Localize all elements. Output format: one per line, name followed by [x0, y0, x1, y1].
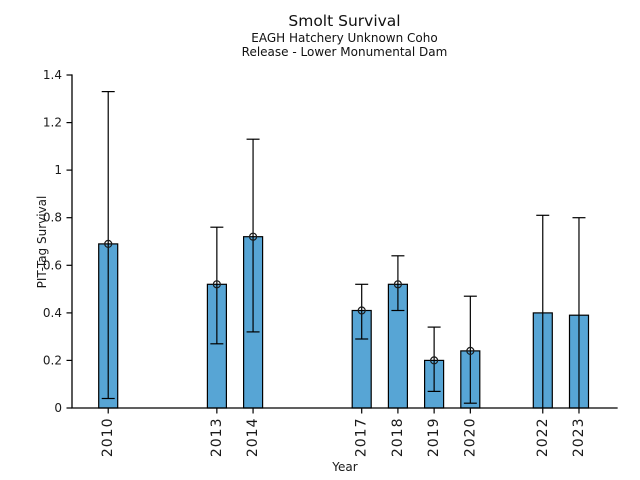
marker-2019 — [430, 356, 439, 365]
x-tick-label-2010: 2010 — [100, 418, 116, 458]
x-tick-label-2022: 2022 — [535, 418, 551, 458]
x-tick-label-2013: 2013 — [209, 418, 225, 458]
x-tick-label-2023: 2023 — [571, 418, 587, 458]
marker-2020 — [466, 346, 475, 355]
marker-2014 — [248, 232, 258, 241]
y-tick-label-0.8: 0.8 — [43, 211, 62, 225]
marker-2017 — [357, 306, 366, 315]
y-tick-label-0.4: 0.4 — [43, 306, 62, 320]
x-tick-label-2020: 2020 — [462, 418, 478, 458]
y-tick-label-0.2: 0.2 — [43, 353, 62, 367]
marker-2010 — [104, 239, 113, 248]
y-tick-label-1.4: 1.4 — [43, 68, 62, 82]
y-tick-label-1.2: 1.2 — [43, 116, 62, 130]
chart-subtitle-line1: EAGH Hatchery Unknown Coho — [251, 31, 438, 45]
marker-2013 — [212, 280, 221, 289]
y-tick-label-0.6: 0.6 — [43, 258, 62, 272]
y-tick-label-0: 0 — [54, 401, 62, 415]
y-tick-label-1: 1 — [54, 163, 62, 177]
chart-title: Smolt Survival — [288, 12, 401, 30]
x-tick-label-2018: 2018 — [390, 418, 406, 458]
x-tick-label-2019: 2019 — [426, 418, 442, 458]
chart-subtitle-line2: Release - Lower Monumental Dam — [241, 45, 448, 59]
x-tick-label-2017: 2017 — [354, 418, 370, 458]
x-axis-label: Year — [331, 460, 357, 474]
y-axis-label: PIT-Tag Survival — [35, 196, 49, 289]
x-tick-label-2014: 2014 — [245, 418, 261, 458]
marker-2018 — [393, 280, 403, 289]
